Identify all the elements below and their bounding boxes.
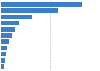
Bar <box>1 39 9 44</box>
Bar <box>1 33 12 38</box>
Bar <box>1 64 4 69</box>
Bar <box>1 46 7 50</box>
Bar <box>1 15 32 19</box>
Bar <box>1 27 15 32</box>
Bar <box>1 58 5 63</box>
Bar <box>1 52 6 56</box>
Bar <box>1 21 19 25</box>
Bar <box>1 8 58 13</box>
Bar <box>1 2 82 7</box>
